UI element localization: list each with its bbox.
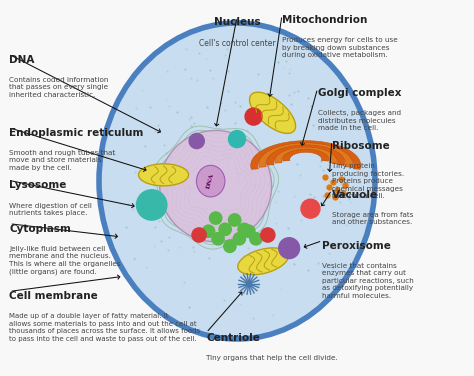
Polygon shape — [275, 147, 337, 163]
Circle shape — [228, 214, 241, 226]
Circle shape — [246, 282, 251, 286]
Ellipse shape — [99, 23, 375, 339]
Circle shape — [228, 130, 246, 148]
Circle shape — [301, 199, 320, 218]
Circle shape — [192, 228, 206, 242]
Text: Mitochondrion: Mitochondrion — [282, 15, 367, 25]
Circle shape — [233, 233, 246, 245]
Text: Ribosome: Ribosome — [332, 141, 390, 151]
Text: Cell's control center: Cell's control center — [199, 39, 275, 48]
Text: Cell membrane: Cell membrane — [9, 291, 98, 302]
Text: Vesicle that contains
enzymes that carry out
particular reactions, such
as detox: Vesicle that contains enzymes that carry… — [322, 263, 414, 299]
Circle shape — [238, 223, 250, 235]
Text: Lysosome: Lysosome — [9, 180, 67, 191]
Text: Collects, packages and
distributes molecules
made in the cell.: Collects, packages and distributes molec… — [318, 111, 401, 131]
Text: Contains coded information
that passes on every single
inherited characteristic.: Contains coded information that passes o… — [9, 77, 109, 97]
Text: Cytoplasm: Cytoplasm — [9, 224, 72, 234]
Text: Made up of a double layer of fatty material. It
allows some materials to pass in: Made up of a double layer of fatty mater… — [9, 314, 201, 342]
Circle shape — [202, 225, 215, 237]
Polygon shape — [251, 141, 361, 169]
Ellipse shape — [160, 130, 272, 242]
Polygon shape — [259, 143, 353, 167]
Circle shape — [137, 190, 167, 220]
Text: DNA: DNA — [9, 55, 35, 65]
Text: Produces energy for cells to use
by breaking down substances
during oxidative me: Produces energy for cells to use by brea… — [282, 37, 398, 58]
Text: Golgi complex: Golgi complex — [318, 88, 401, 99]
Text: Nucleus: Nucleus — [214, 17, 260, 27]
Circle shape — [189, 133, 204, 149]
Circle shape — [212, 233, 224, 245]
Text: Endoplasmic reticulum: Endoplasmic reticulum — [9, 128, 144, 138]
Text: Peroxisome: Peroxisome — [322, 241, 391, 251]
Text: Tiny protein
producing factories.
Proteins produce
chemical messages
that run a : Tiny protein producing factories. Protei… — [332, 163, 404, 199]
Ellipse shape — [196, 165, 225, 197]
Text: Jelly-like fluid between cell
membrane and the nucleus.
This is where all the or: Jelly-like fluid between cell membrane a… — [9, 246, 121, 275]
Text: Storage area from fats
and other substances.: Storage area from fats and other substan… — [332, 212, 413, 225]
Circle shape — [243, 225, 255, 237]
Polygon shape — [138, 164, 189, 186]
Circle shape — [279, 238, 300, 259]
Circle shape — [224, 240, 236, 252]
Polygon shape — [267, 145, 345, 165]
Polygon shape — [283, 149, 329, 161]
Polygon shape — [249, 92, 296, 133]
Text: Where digestion of cell
nutrients takes place.: Where digestion of cell nutrients takes … — [9, 203, 92, 216]
Text: Vacuole: Vacuole — [332, 190, 378, 200]
Circle shape — [219, 223, 231, 235]
Circle shape — [250, 233, 262, 245]
Polygon shape — [238, 248, 288, 275]
Circle shape — [261, 228, 275, 242]
Circle shape — [245, 108, 262, 125]
Circle shape — [210, 212, 222, 224]
Text: Centriole: Centriole — [206, 333, 260, 343]
Text: Smooth and rough tubes that
move and store materials
made by the cell.: Smooth and rough tubes that move and sto… — [9, 150, 116, 171]
Text: DNA: DNA — [206, 173, 215, 190]
Text: Tiny organs that help the cell divide.: Tiny organs that help the cell divide. — [206, 355, 338, 361]
